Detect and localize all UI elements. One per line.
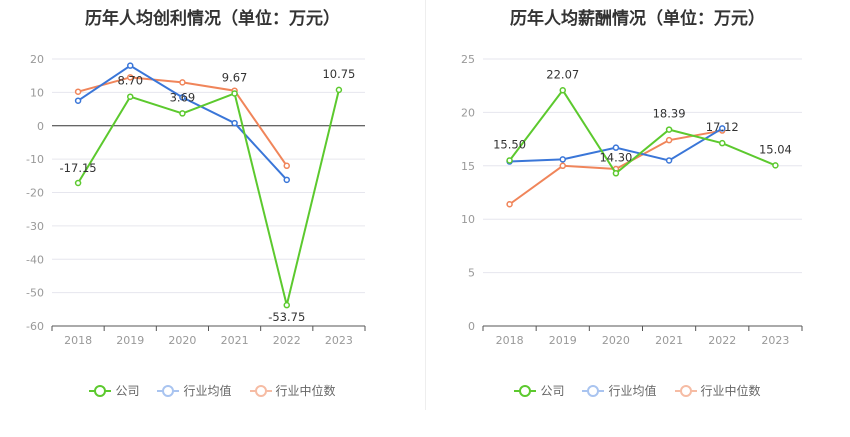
x-tick-label: 2019 <box>116 334 144 347</box>
data-point-company <box>231 90 238 97</box>
y-tick-label: 0 <box>468 320 475 333</box>
x-tick-label: 2019 <box>549 334 577 347</box>
legend-label-company: 公司 <box>115 384 140 398</box>
x-tick-label: 2021 <box>221 334 249 347</box>
chart-title-salary: 历年人均薪酬情况（单位：万元） <box>510 9 765 29</box>
series-line-company <box>508 88 776 175</box>
legend-item-company[interactable]: 公司 <box>89 382 139 399</box>
y-tick-label: 15 <box>461 160 475 173</box>
data-point-industry_avg <box>665 157 673 164</box>
legend-item-industry-avg[interactable]: 行业均值 <box>157 382 232 399</box>
profit-chart-plot: 20 10 0 -10 -20 -30 -40 -50 -60 2018 2019 2020 2021 2… <box>26 53 366 347</box>
x-tick-label: 2020 <box>168 334 196 347</box>
legend-label-company: 公司 <box>540 384 565 398</box>
data-label: -17.15 <box>60 161 97 175</box>
y-tick-label: -40 <box>26 253 44 266</box>
x-tick-label: 2022 <box>273 334 301 347</box>
data-point-company <box>719 139 726 147</box>
x-tick-label: 2022 <box>708 334 736 347</box>
data-point-industry_median <box>665 136 673 144</box>
data-point-company <box>612 170 620 177</box>
data-point-company <box>283 301 290 309</box>
y-tick-label: -10 <box>26 153 44 166</box>
legend-marker-industry-avg-icon <box>582 384 605 398</box>
chart-title-profit: 历年人均创利情况（单位：万元） <box>85 9 340 29</box>
data-point-industry_median <box>506 200 513 208</box>
legend-label-industry-median: 行业中位数 <box>275 384 336 398</box>
y-tick-label: 10 <box>461 213 475 226</box>
chart-legend-profit: 公司 行业均值 行业中位数 <box>0 382 425 399</box>
data-label: -53.75 <box>268 310 305 324</box>
y-tick-label: -60 <box>26 320 44 333</box>
data-point-company <box>179 110 186 117</box>
chart-panel-salary: 历年人均薪酬情况（单位：万元） 25 20 15 10 5 0 2018 2019 2020 20… <box>425 0 850 437</box>
data-point-industry_avg <box>559 156 566 163</box>
y-tick-label: 10 <box>30 86 44 99</box>
data-point-industry_avg <box>719 125 726 132</box>
data-point-company <box>335 86 343 94</box>
chart-panel-profit: 历年人均创利情况（单位：万元） 20 10 0 -10 -20 -30 -40 -50 -60 2… <box>0 9 425 399</box>
data-point-industry_avg <box>127 62 134 69</box>
y-tick-label: 5 <box>468 267 475 280</box>
data-point-company <box>559 87 566 94</box>
x-tick-label: 2018 <box>496 334 524 347</box>
data-label: 8.70 <box>117 74 143 88</box>
legend-item-industry-median[interactable]: 行业中位数 <box>674 382 761 399</box>
data-label: 14.30 <box>599 150 632 164</box>
panel-divider <box>425 0 426 410</box>
data-label: 9.67 <box>222 70 248 84</box>
data-label: 10.75 <box>322 67 355 81</box>
data-point-industry_avg <box>74 97 82 104</box>
y-tick-label: 20 <box>30 53 44 66</box>
data-label: 22.07 <box>546 67 579 81</box>
data-point-industry_median <box>74 88 82 95</box>
x-tick-label: 2023 <box>761 334 789 347</box>
data-point-industry_median <box>179 79 186 86</box>
data-point-company <box>506 157 513 164</box>
data-point-industry_median <box>283 162 290 170</box>
legend-marker-company-icon <box>514 384 537 398</box>
salary-chart-plot: 25 20 15 10 5 0 2018 2019 2020 2021 2022 2023 15.50 2… <box>461 53 803 347</box>
data-label: 15.50 <box>493 137 526 151</box>
series-line-company <box>77 89 340 306</box>
x-tick-label: 2020 <box>602 334 630 347</box>
y-tick-label: 20 <box>461 106 475 119</box>
data-point-company <box>772 162 779 169</box>
data-label: 3.69 <box>170 90 196 104</box>
data-label: 17.12 <box>706 120 739 134</box>
data-point-industry_median <box>559 162 566 170</box>
legend-item-company[interactable]: 公司 <box>514 382 564 399</box>
x-tick-label: 2018 <box>64 334 92 347</box>
data-point-company <box>665 126 673 133</box>
y-tick-label: -20 <box>26 187 44 200</box>
data-point-company <box>127 93 134 100</box>
data-point-industry_median <box>127 74 134 81</box>
data-label: 15.04 <box>759 142 792 156</box>
legend-label-industry-avg: 行业均值 <box>183 384 232 398</box>
data-point-company <box>74 179 82 187</box>
legend-label-industry-median: 行业中位数 <box>700 384 761 398</box>
legend-marker-industry-median-icon <box>674 384 697 398</box>
legend-marker-industry-avg-icon <box>157 384 180 398</box>
legend-item-industry-median[interactable]: 行业中位数 <box>249 382 336 399</box>
legend-marker-industry-median-icon <box>249 384 272 398</box>
y-tick-label: -30 <box>26 220 44 233</box>
chart-legend-salary: 公司 行业均值 行业中位数 <box>425 382 850 399</box>
data-point-industry_avg <box>283 176 290 184</box>
data-point-industry_avg <box>179 94 186 101</box>
data-point-industry_avg <box>231 119 238 127</box>
y-tick-label: 25 <box>461 53 475 66</box>
legend-marker-company-icon <box>89 384 112 398</box>
legend-item-industry-avg[interactable]: 行业均值 <box>582 382 657 399</box>
data-label: 18.39 <box>653 107 686 121</box>
x-tick-label: 2023 <box>325 334 353 347</box>
legend-label-industry-avg: 行业均值 <box>608 384 657 398</box>
data-point-industry_avg <box>612 144 620 151</box>
y-tick-label: 0 <box>37 120 44 133</box>
y-tick-label: -50 <box>26 287 44 300</box>
x-tick-label: 2021 <box>655 334 683 347</box>
